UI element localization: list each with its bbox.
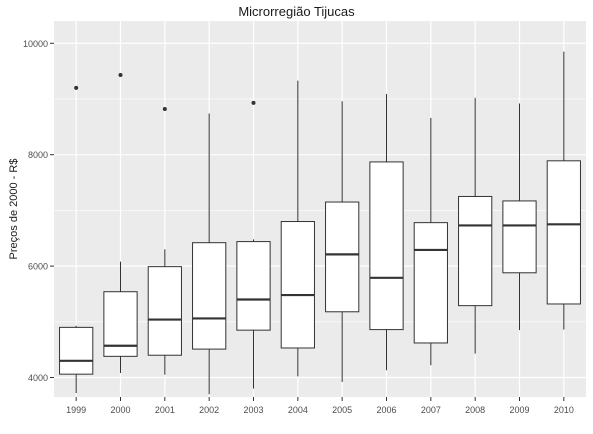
iqr-box	[59, 326, 94, 375]
box-2000	[103, 73, 138, 374]
x-tick-label: 2004	[288, 405, 308, 415]
box-2010	[546, 51, 581, 330]
y-tick-label: 4000	[28, 373, 48, 383]
outlier-point	[162, 107, 167, 112]
boxes	[59, 51, 581, 395]
box-2002	[192, 113, 227, 395]
box-2008	[458, 97, 493, 354]
box-2003	[236, 100, 271, 389]
outlier-point	[74, 85, 79, 90]
x-tick-label: 2005	[332, 405, 352, 415]
y-tick-label: 8000	[28, 150, 48, 160]
iqr-box	[280, 221, 315, 349]
x-tick-label: 2008	[465, 405, 485, 415]
iqr-box	[192, 242, 227, 350]
x-tick-label: 2009	[509, 405, 529, 415]
x-tick-label: 2000	[110, 405, 130, 415]
x-tick-label: 1999	[66, 405, 86, 415]
iqr-box	[458, 195, 493, 307]
box-2007	[413, 117, 448, 366]
iqr-box	[147, 266, 182, 356]
box-2005	[325, 101, 360, 382]
y-tick-label: 10000	[23, 39, 48, 49]
iqr-box	[502, 200, 537, 274]
chart-title: Microrregião Tijucas	[238, 4, 355, 19]
iqr-box	[325, 201, 360, 313]
y-axis-label: Preços de 2000 - R$	[8, 159, 20, 260]
x-tick-label: 2003	[243, 405, 263, 415]
box-2001	[147, 107, 182, 375]
iqr-box	[413, 222, 448, 344]
y-tick-label: 6000	[28, 262, 48, 272]
x-tick-label: 2002	[199, 405, 219, 415]
plot-panel	[54, 21, 586, 397]
outlier-point	[251, 100, 256, 105]
iqr-box	[546, 160, 581, 305]
x-tick-label: 2010	[554, 405, 574, 415]
x-tick-label: 2006	[376, 405, 396, 415]
box-2009	[502, 103, 537, 331]
box-2004	[280, 80, 315, 377]
iqr-box	[369, 161, 404, 331]
box-1999	[59, 85, 94, 394]
iqr-box	[236, 241, 271, 331]
outlier-point	[118, 73, 123, 78]
x-tick-label: 2007	[421, 405, 441, 415]
x-tick-label: 2001	[155, 405, 175, 415]
box-2006	[369, 93, 404, 371]
axes: 4000 6000 8000 10000 1999 2000 2001 2002 2003 200…	[23, 39, 574, 415]
